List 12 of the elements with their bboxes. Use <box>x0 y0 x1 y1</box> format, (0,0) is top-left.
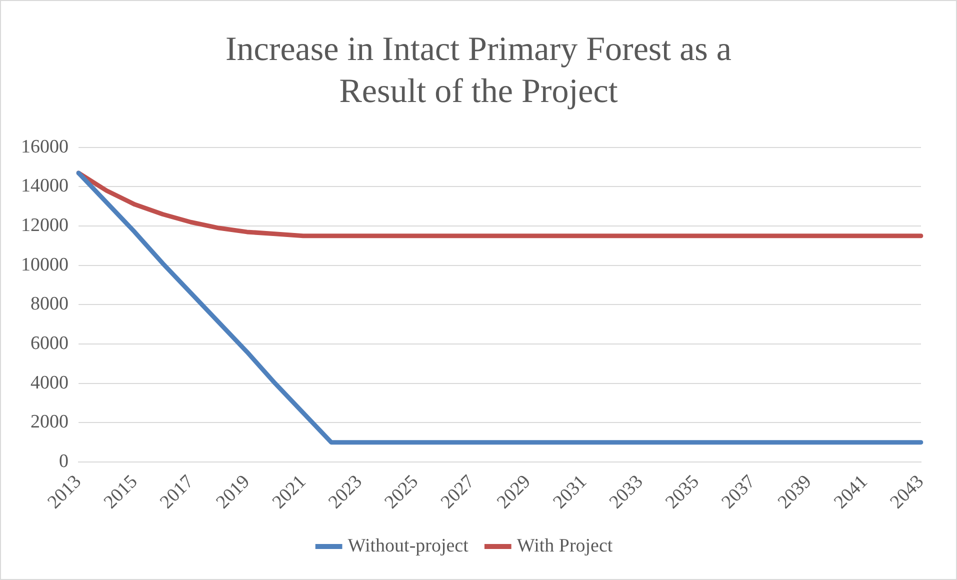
chart-title: Increase in Intact Primary Forest as a Result of the Project <box>224 30 733 112</box>
legend-label: With Project <box>516 535 614 556</box>
y-tick-label: 10000 <box>21 254 68 276</box>
y-tick-label: 14000 <box>21 176 68 197</box>
y-tick-label: 4000 <box>30 372 68 394</box>
y-tick-label: 2000 <box>30 412 68 433</box>
legend-label: Without-project <box>348 535 470 556</box>
y-tick-label: 8000 <box>30 294 68 315</box>
y-tick-label: 0 <box>59 450 68 472</box>
y-tick-label: 16000 <box>21 136 68 158</box>
y-tick-label: 6000 <box>30 333 68 354</box>
y-tick-label: 12000 <box>21 215 68 236</box>
